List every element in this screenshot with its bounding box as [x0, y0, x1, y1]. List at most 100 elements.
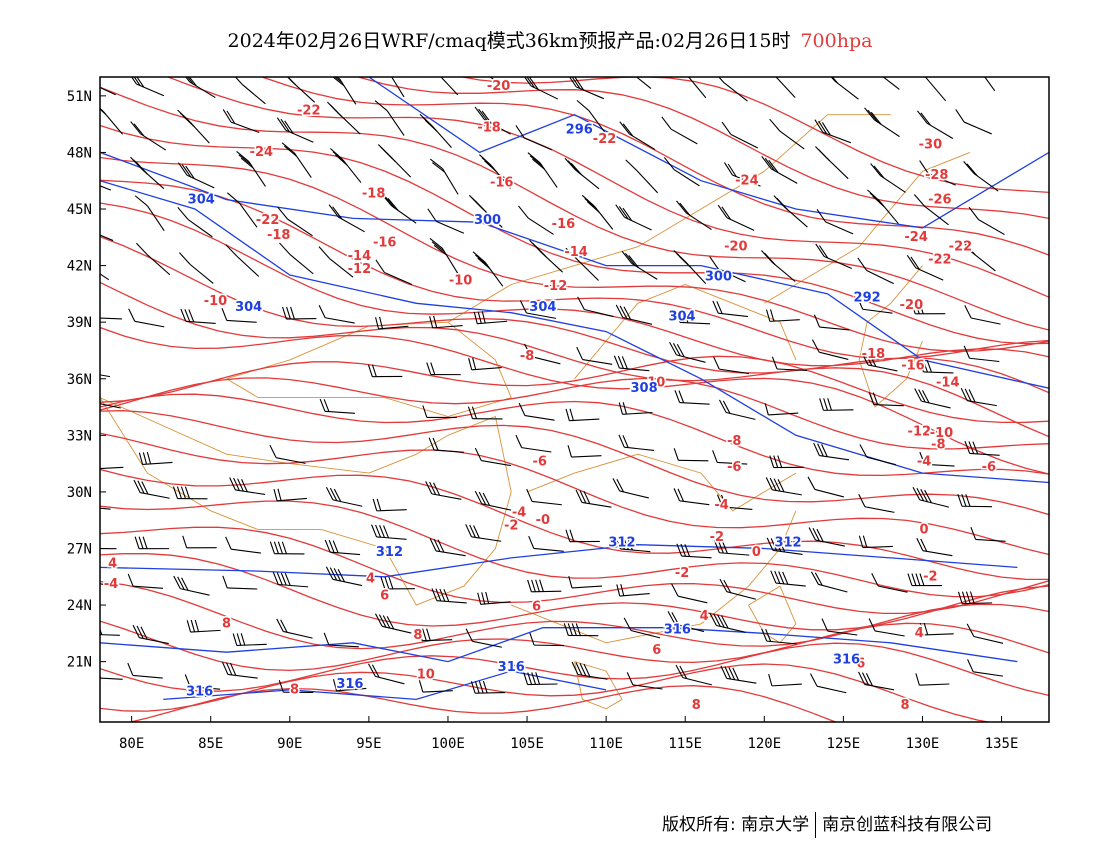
wind-barb — [575, 489, 612, 508]
wind-barb — [529, 632, 565, 647]
wind-barb — [966, 623, 1004, 644]
wind-barb — [906, 255, 944, 281]
temperature-label: 8 — [222, 617, 231, 632]
wind-barb — [426, 362, 461, 376]
lon-label: 85E — [198, 736, 223, 752]
wind-barb — [712, 300, 749, 318]
wind-barb — [222, 109, 260, 134]
temperature-label: -14 — [348, 249, 372, 264]
isotherm-line — [100, 124, 1049, 345]
wind-barb — [225, 536, 261, 554]
height-label: 316 — [833, 653, 860, 668]
wind-barb — [100, 466, 124, 470]
temperature-label: -4 — [104, 577, 118, 592]
temperature-label: -8 — [520, 349, 534, 364]
lon-label: 130E — [906, 736, 940, 752]
wind-barb — [380, 576, 415, 590]
wind-barb — [474, 491, 512, 511]
height-label: 304 — [235, 300, 262, 315]
temperature-label: -22 — [297, 104, 321, 119]
wind-barb — [427, 208, 465, 234]
isotherm-line — [100, 236, 1049, 394]
wind-barb — [635, 77, 652, 90]
wind-barb — [273, 488, 307, 502]
wind-barb — [133, 479, 170, 499]
wind-barb — [913, 194, 949, 226]
wind-barb — [374, 613, 412, 634]
temperature-label: -10 — [642, 375, 666, 390]
wind-barb — [428, 437, 464, 453]
wind-barb — [676, 543, 712, 559]
wind-barb — [864, 107, 900, 138]
wind-barb — [960, 387, 997, 407]
wind-barb — [330, 148, 362, 183]
isotherm-line — [100, 393, 1049, 477]
temperature-label: -30 — [919, 138, 943, 153]
wind-barb — [526, 488, 562, 506]
temperature-label: -20 — [900, 298, 924, 313]
height-label: 316 — [186, 685, 213, 700]
lat-label: 30N — [67, 485, 92, 501]
wind-barb — [100, 234, 114, 242]
wind-barb — [625, 159, 659, 194]
temperature-label: -20 — [487, 79, 511, 94]
wind-barb — [858, 671, 895, 691]
wind-barb — [479, 154, 511, 189]
wind-barb — [819, 398, 854, 411]
wind-barb — [318, 305, 355, 324]
wind-barb — [100, 374, 111, 378]
wind-barb — [472, 251, 504, 287]
wind-barb — [773, 195, 808, 228]
wind-barb — [919, 160, 956, 186]
wind-barb — [868, 392, 904, 407]
temperature-label: -0 — [536, 513, 550, 528]
plot-frame — [99, 76, 1050, 723]
wind-barb — [861, 352, 898, 372]
wind-barb — [870, 163, 906, 193]
wind-barb — [132, 624, 169, 645]
wind-barb — [468, 357, 502, 371]
wind-barb — [523, 343, 561, 365]
wind-barb — [616, 583, 650, 597]
temperature-label: -22 — [256, 213, 280, 228]
wind-barbs — [100, 77, 1006, 694]
wind-barb — [178, 252, 214, 284]
lon-label: 90E — [277, 736, 302, 752]
wind-barb — [323, 632, 359, 648]
height-line — [100, 151, 1049, 389]
wind-barb — [318, 246, 354, 278]
lon-label: 120E — [747, 736, 781, 752]
wind-barb — [720, 665, 757, 684]
wind-barb — [319, 398, 355, 414]
wind-barb — [858, 493, 895, 513]
wind-barb — [713, 540, 750, 556]
wind-barb — [673, 488, 710, 506]
wind-barb — [100, 507, 111, 510]
wind-barb — [177, 109, 210, 144]
temperature-label: -8 — [931, 438, 945, 453]
isotherm-line — [127, 685, 838, 722]
height-line — [100, 627, 1018, 663]
lon-label: 135E — [985, 736, 1019, 752]
temperature-label: -10 — [449, 273, 473, 288]
wind-barb — [957, 494, 993, 508]
temperature-label: -12 — [544, 279, 568, 294]
temperature-label: 4 — [366, 571, 375, 586]
wind-barb — [709, 256, 746, 283]
wind-barb — [465, 628, 502, 648]
border-line — [226, 321, 512, 417]
temperature-label: -16 — [490, 175, 514, 190]
temperature-label: -28 — [925, 168, 949, 183]
temperature-label: -8 — [727, 434, 741, 449]
temperature-label: -22 — [949, 240, 973, 255]
temperature-label: 8 — [290, 683, 299, 698]
wind-barb — [269, 444, 306, 464]
wind-barb — [286, 77, 316, 103]
wind-barb — [719, 578, 757, 600]
temperature-label: 0 — [752, 545, 761, 560]
height-label: 312 — [376, 545, 403, 560]
wind-barb — [709, 612, 746, 633]
lat-label: 21N — [67, 655, 92, 671]
temperature-label: -12 — [908, 424, 932, 439]
